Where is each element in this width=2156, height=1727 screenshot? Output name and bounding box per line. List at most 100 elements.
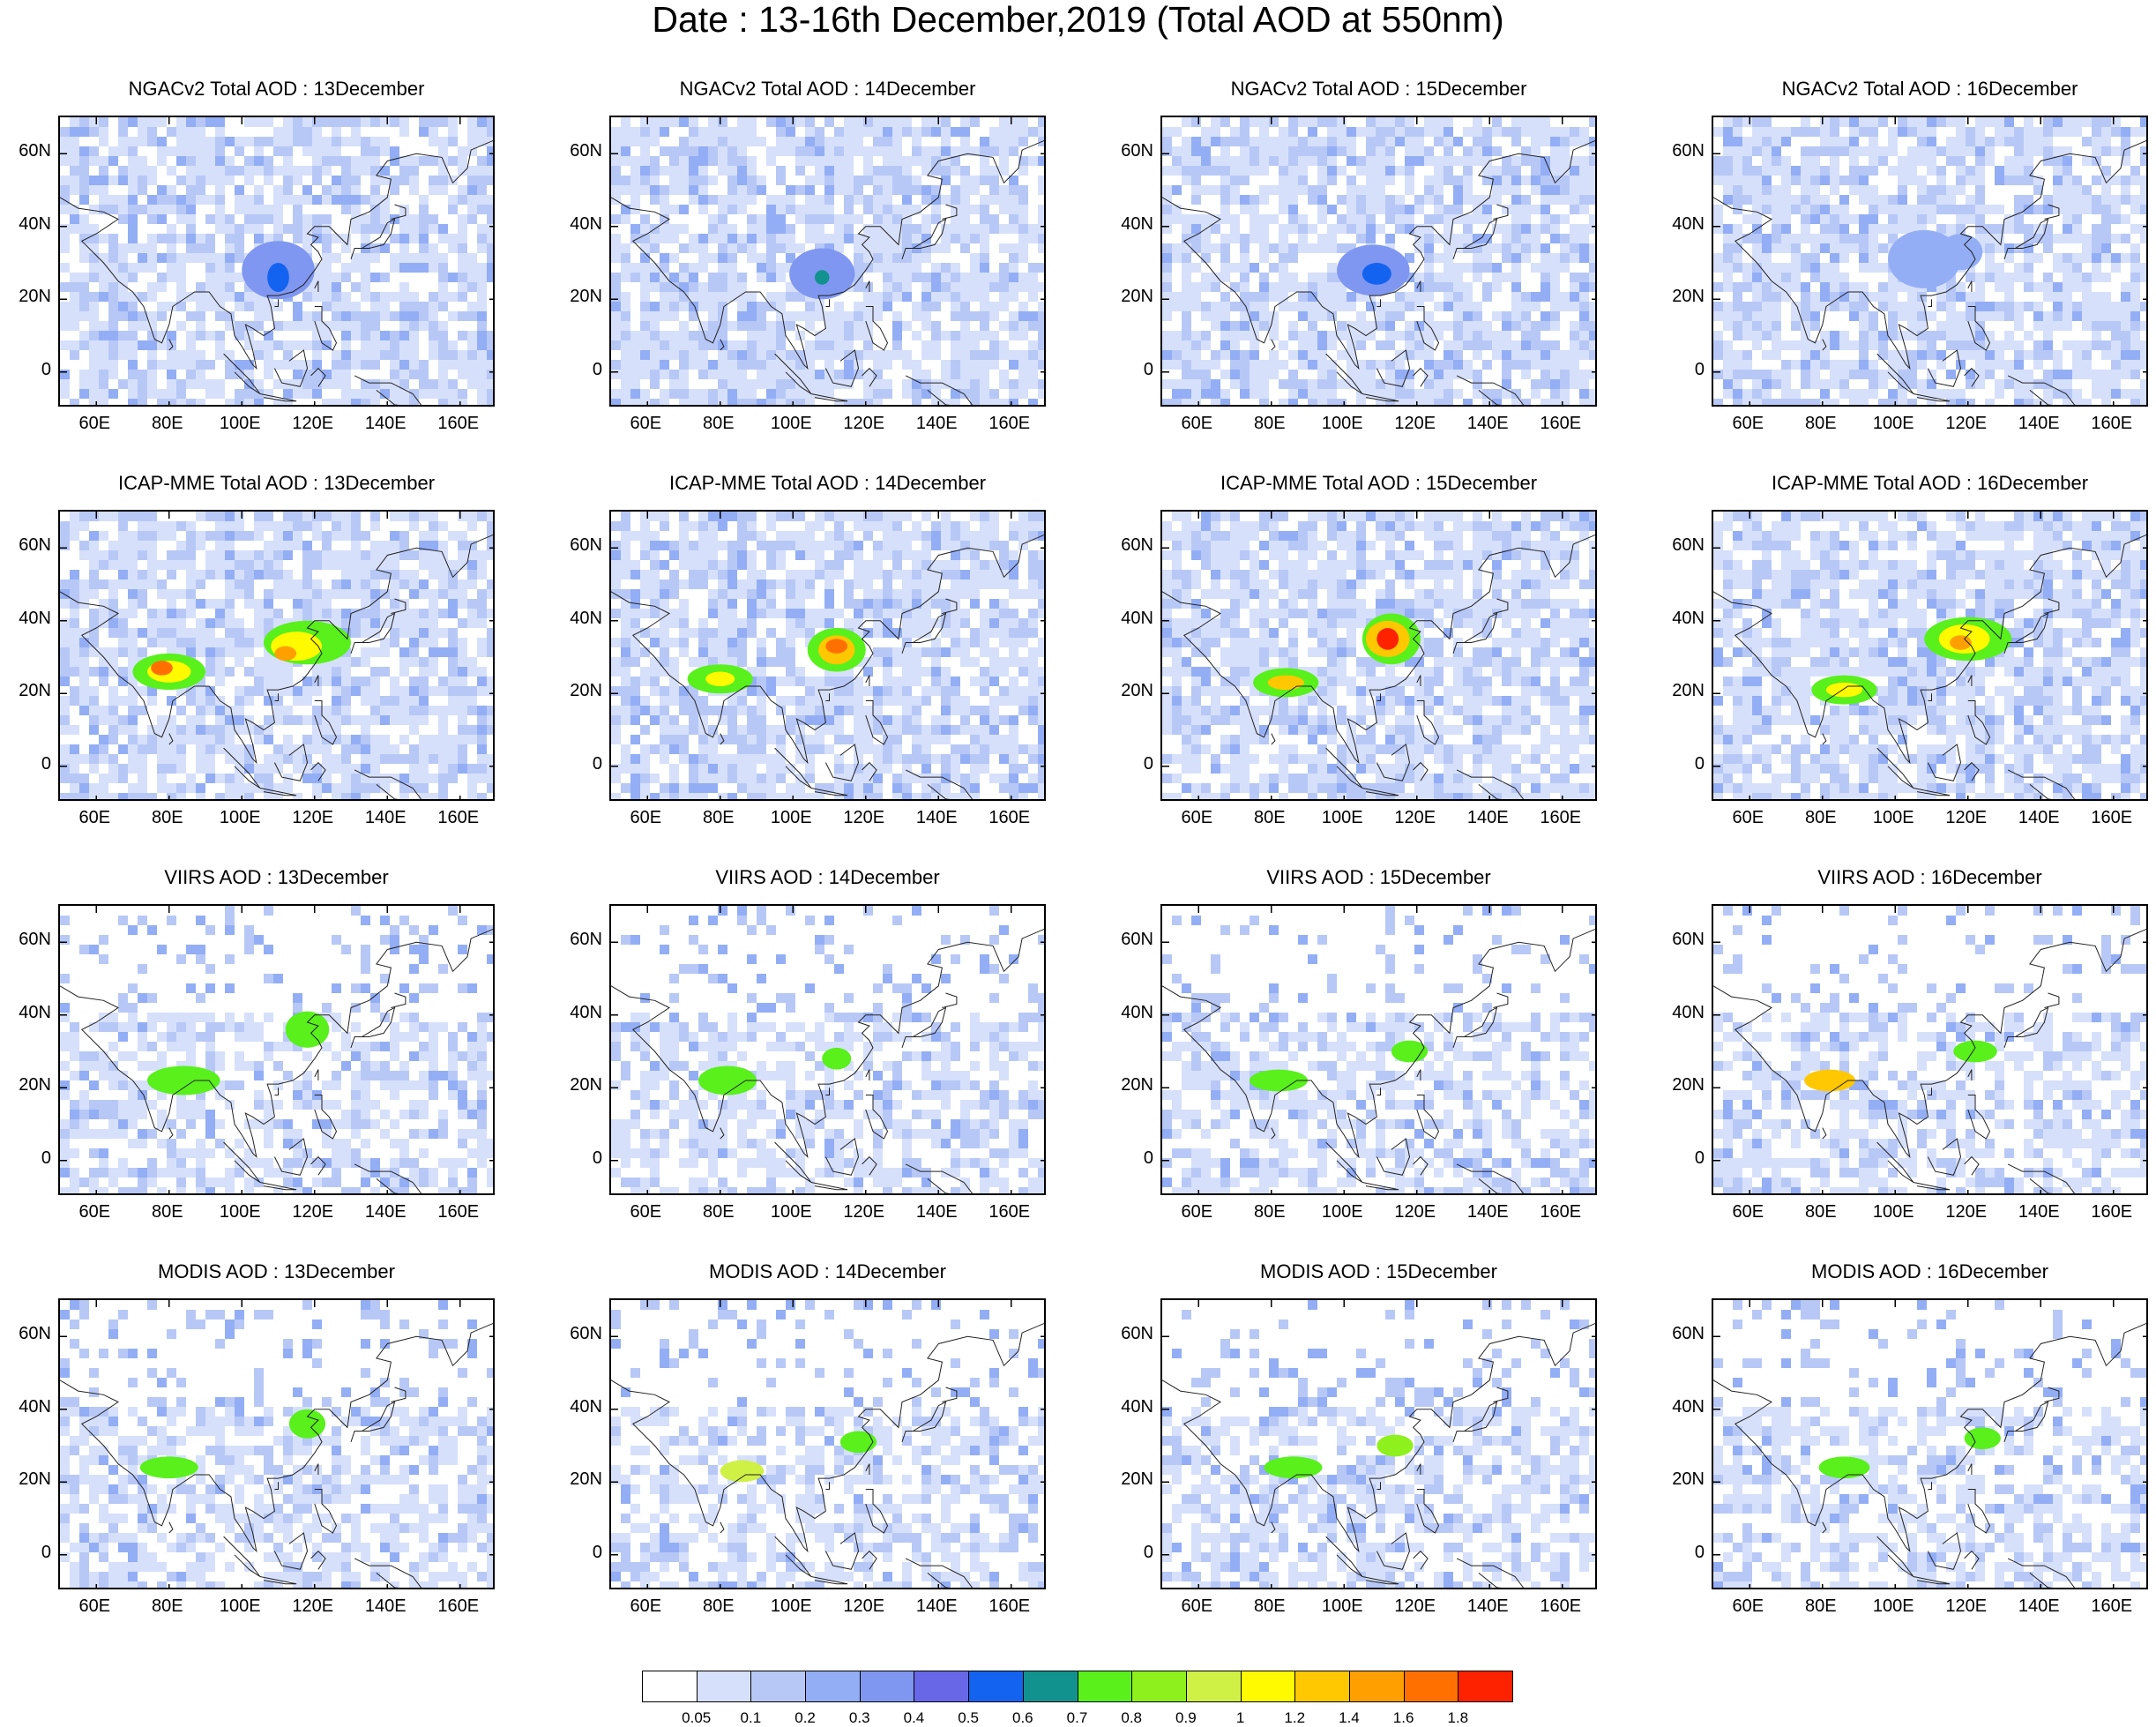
aod-cell [167, 793, 176, 799]
aod-cell [1230, 137, 1240, 146]
aod-cell [302, 137, 312, 146]
aod-cell [1869, 156, 1878, 166]
aod-cell [805, 370, 815, 379]
aod-cell [1772, 166, 1781, 176]
aod-cell [1385, 234, 1395, 243]
aod-cell [689, 234, 698, 243]
aod-cell [650, 360, 660, 370]
aod-cell [679, 185, 689, 195]
aod-cell [1317, 214, 1327, 224]
aod-cell [854, 399, 863, 405]
aod-cell [1810, 263, 1820, 273]
aod-cell [892, 127, 902, 137]
aod-cell [370, 389, 380, 399]
aod-cell [1162, 127, 1172, 137]
aod-cell [815, 389, 824, 399]
aod-cell [302, 360, 312, 370]
aod-cell [1888, 214, 1898, 224]
aod-cell [370, 137, 380, 146]
aod-cell [1162, 292, 1172, 302]
aod-cell [2092, 195, 2101, 205]
aod-cell [302, 570, 312, 579]
aod-cell [322, 263, 332, 273]
aod-cell [399, 350, 409, 360]
aod-cell [283, 224, 293, 234]
aod-cell [312, 214, 322, 224]
aod-cell [1162, 185, 1172, 195]
aod-cell [970, 292, 980, 302]
aod-cell [960, 292, 970, 302]
aod-cell [1869, 127, 1878, 137]
aod-cell [747, 243, 757, 253]
aod-cell [1201, 311, 1211, 321]
aod-cell [2072, 340, 2082, 350]
aod-cell [941, 156, 951, 166]
aod-cell [1791, 389, 1801, 399]
aod-cell [844, 234, 854, 243]
aod-cell [1742, 146, 1752, 156]
aod-cell [108, 176, 118, 185]
aod-cell [834, 214, 844, 224]
aod-cell [1927, 311, 1936, 321]
aod-cell [1220, 311, 1230, 321]
lon-tick-label: 100E [1321, 414, 1363, 433]
aod-cell [2130, 350, 2140, 360]
aod-cell [89, 667, 99, 677]
aod-cell [1288, 224, 1298, 234]
aod-field [1713, 117, 2146, 405]
aod-cell [302, 379, 312, 389]
aod-cell [951, 389, 960, 399]
aod-cell [1211, 243, 1220, 253]
aod-cell [912, 360, 921, 370]
aod-cell [2092, 311, 2101, 321]
aod-cell [467, 176, 477, 185]
aod-cell [1182, 176, 1191, 185]
aod-cell [1463, 146, 1473, 156]
aod-cell [2101, 185, 2111, 195]
aod-cell [1801, 176, 1810, 185]
aod-cell [380, 137, 390, 146]
aod-cell [1211, 282, 1220, 292]
aod-cell [108, 234, 118, 243]
aod-cell [2130, 195, 2140, 205]
aod-cell [1820, 195, 1830, 205]
aod-cell [1946, 117, 1956, 127]
aod-cell [157, 234, 167, 243]
aod-cell [1742, 350, 1752, 360]
aod-cell [815, 166, 824, 176]
aod-cell [1162, 214, 1172, 224]
aod-cell [1211, 360, 1220, 370]
aod-cell [999, 137, 1009, 146]
aod-cell [640, 263, 650, 273]
aod-cell [1230, 360, 1240, 370]
aod-cell [1240, 263, 1250, 273]
aod-cell [1240, 302, 1250, 311]
aod-cell [138, 570, 147, 579]
aod-cell [1985, 253, 1995, 263]
aod-cell [273, 185, 283, 195]
aod-cell [186, 783, 196, 793]
aod-cell [951, 214, 960, 224]
aod-cell [698, 399, 708, 405]
aod-cell [118, 550, 128, 560]
aod-cell [989, 146, 999, 156]
aod-cell [1521, 360, 1531, 370]
aod-cell [1733, 195, 1742, 205]
aod-cell [1723, 253, 1733, 263]
aod-cell [196, 541, 205, 550]
aod-cell [157, 137, 167, 146]
aod-cell [1259, 253, 1269, 263]
aod-cell [283, 127, 293, 137]
aod-cell [1259, 321, 1269, 331]
aod-cell [128, 793, 138, 799]
aod-cell [1366, 360, 1376, 370]
aod-cell [1579, 243, 1589, 253]
aod-cell [921, 321, 931, 331]
aod-cell [138, 399, 147, 405]
aod-cell [1018, 166, 1028, 176]
aod-cell [302, 609, 312, 618]
aod-cell [921, 282, 931, 292]
aod-cell [302, 234, 312, 243]
aod-cell [293, 599, 302, 609]
aod-cell [225, 166, 235, 176]
